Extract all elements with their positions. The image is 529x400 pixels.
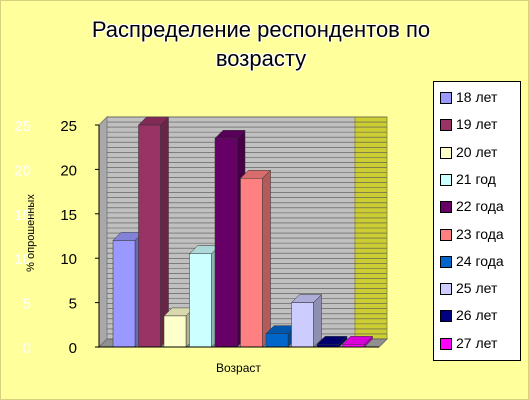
legend-item: 25 лет <box>440 277 520 299</box>
legend-swatch <box>440 92 452 104</box>
legend-item: 24 года <box>440 250 520 272</box>
legend-label: 25 лет <box>456 280 498 297</box>
y-tick-label-shadow: 15 <box>14 207 31 224</box>
chart-title: Распределение респондентов по возрасту <box>91 17 431 71</box>
legend-label: 27 лет <box>456 334 498 351</box>
legend-label: 23 года <box>456 225 504 242</box>
legend-swatch <box>440 310 452 323</box>
bar <box>214 138 238 348</box>
legend-item: 23 года <box>440 223 520 245</box>
legend-label: 24 года <box>456 252 504 269</box>
bar <box>240 178 263 348</box>
x-axis-label: Возраст <box>216 361 261 375</box>
legend-item: 26 лет <box>440 304 520 326</box>
y-tick-label-shadow: 20 <box>14 162 31 179</box>
y-tick-label-shadow: 0 <box>23 340 31 357</box>
legend-swatch <box>440 119 452 132</box>
y-tick-label-shadow: 10 <box>14 251 31 268</box>
legend-swatch <box>440 337 452 350</box>
legend-label: 19 лет <box>456 116 498 133</box>
bar-side <box>262 169 271 348</box>
bar <box>138 124 161 348</box>
legend-item: 27 лет <box>440 332 520 354</box>
legend-swatch <box>440 228 452 241</box>
legend-label: 20 лет <box>456 143 498 160</box>
legend-label: 21 год <box>456 170 496 187</box>
legend-label: 22 года <box>456 198 504 215</box>
legend-swatch <box>440 173 452 186</box>
y-axis-label: % опрошенных <box>25 194 37 272</box>
legend-swatch <box>440 255 452 268</box>
bar-side <box>313 293 322 348</box>
y-tick-label: 10 <box>60 251 77 268</box>
bar <box>265 333 289 348</box>
y-tick-label: 25 <box>60 118 77 135</box>
legend-item: 22 года <box>440 195 520 217</box>
y-tick-label: 5 <box>69 296 77 313</box>
y-tick-label: 15 <box>60 207 77 224</box>
legend-item: 20 лет <box>440 141 520 163</box>
legend-item: 19 лет <box>440 113 520 135</box>
bar <box>291 302 314 348</box>
legend-item: 21 год <box>440 168 520 190</box>
bar <box>112 240 136 348</box>
chart-legend: 18 лет 19 лет 20 лет 21 год 22 года 23 года 24… <box>433 81 521 361</box>
legend-swatch <box>440 283 452 296</box>
legend-swatch <box>440 201 452 214</box>
y-tick-label-shadow: 25 <box>14 118 31 135</box>
legend-label: 26 лет <box>456 307 498 324</box>
legend-item: 18 лет <box>440 86 520 108</box>
legend-label: 18 лет <box>456 89 498 105</box>
y-tick-label: 0 <box>69 340 77 357</box>
legend-swatch <box>440 146 452 159</box>
y-tick-label: 20 <box>60 162 77 179</box>
y-tick-label-shadow: 5 <box>23 296 31 313</box>
bar <box>189 253 212 348</box>
plot-side-wall <box>98 115 108 349</box>
bar <box>163 315 187 348</box>
